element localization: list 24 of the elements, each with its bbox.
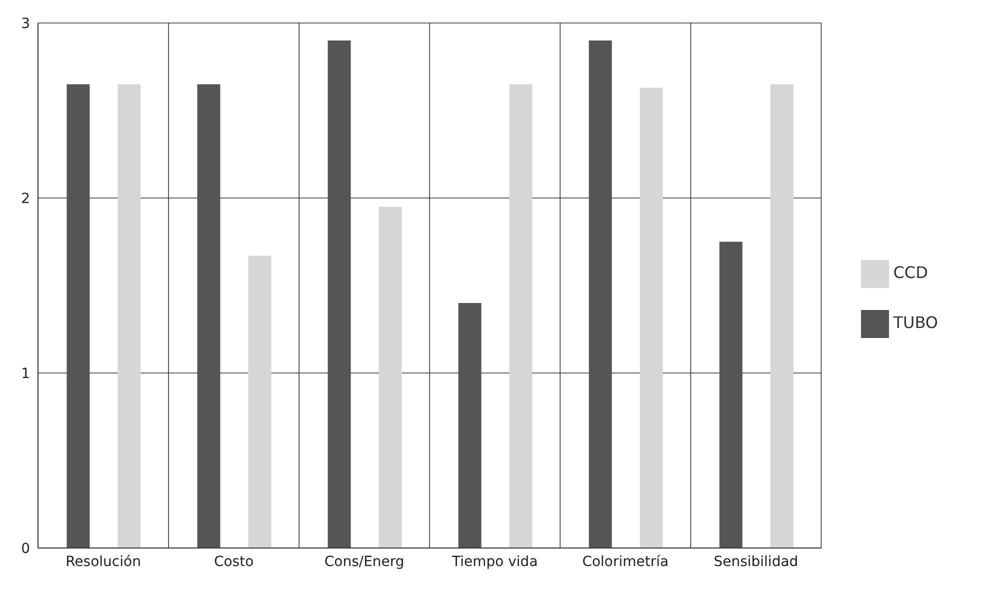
x-tick-label: Costo — [214, 554, 254, 570]
legend-label: CCD — [893, 263, 928, 282]
bar — [248, 256, 272, 548]
bar — [509, 84, 532, 548]
y-tick-label: 1 — [21, 366, 30, 382]
bar — [588, 40, 612, 548]
bar — [118, 84, 141, 548]
bar — [66, 84, 90, 548]
bar — [770, 84, 794, 548]
x-tick-label: Colorimetría — [582, 554, 669, 570]
bar — [458, 303, 482, 548]
x-tick-label: Tiempo vida — [450, 554, 538, 570]
y-tick-label: 0 — [21, 540, 30, 557]
y-tick-label: 3 — [21, 16, 30, 32]
bar — [328, 40, 351, 548]
bar — [197, 84, 220, 548]
y-tick-label: 2 — [21, 190, 30, 207]
x-tick-label: Cons/Energ — [324, 554, 404, 570]
legend-label: TUBO — [893, 313, 938, 332]
x-tick-label: Sensibilidad — [714, 554, 798, 570]
bar — [719, 242, 742, 548]
bar — [640, 88, 663, 548]
bar — [378, 206, 402, 548]
x-tick-label: Resolución — [66, 554, 141, 570]
